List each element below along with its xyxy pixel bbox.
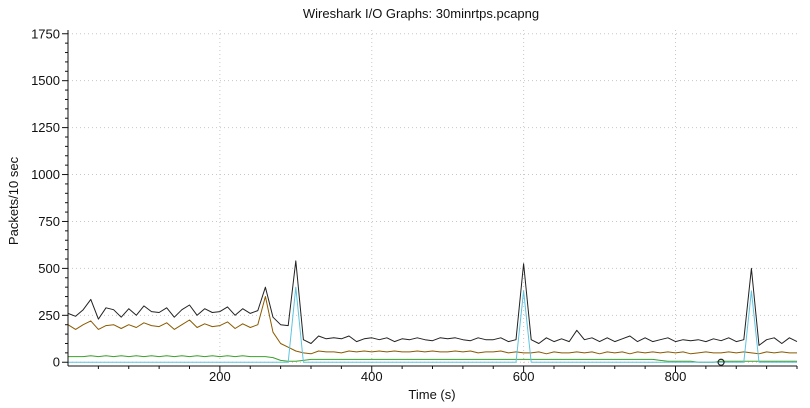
y-tick-label: 1750 [31, 26, 60, 41]
y-axis-label: Packets/10 sec [6, 156, 21, 245]
x-tick-label: 400 [361, 369, 383, 384]
y-tick-label: 250 [38, 308, 60, 323]
point-marker [717, 358, 725, 366]
series-layer [67, 260, 798, 366]
x-axis-label: Time (s) [408, 387, 455, 402]
y-tick-label: 1250 [31, 120, 60, 135]
series-line-1 [67, 260, 798, 346]
y-tick-label: 1500 [31, 73, 60, 88]
y-tick-label: 750 [38, 214, 60, 229]
chart-title: Wireshark I/O Graphs: 30minrtps.pcapng [303, 6, 539, 21]
y-tick-label: 500 [38, 261, 60, 276]
x-tick-label: 600 [513, 369, 535, 384]
axes: 0 250 500 750 1000 1250 1500 1750 200 400 600 800 [31, 26, 798, 384]
x-tick-label: 200 [209, 369, 231, 384]
series-line-3 [68, 355, 797, 363]
y-tick-label: 0 [53, 355, 60, 370]
grid-lines [68, 30, 797, 366]
series-line-2 [67, 296, 797, 355]
y-tick-label: 1000 [31, 167, 60, 182]
x-tick-label: 800 [665, 369, 687, 384]
series-line-4 [68, 286, 797, 363]
